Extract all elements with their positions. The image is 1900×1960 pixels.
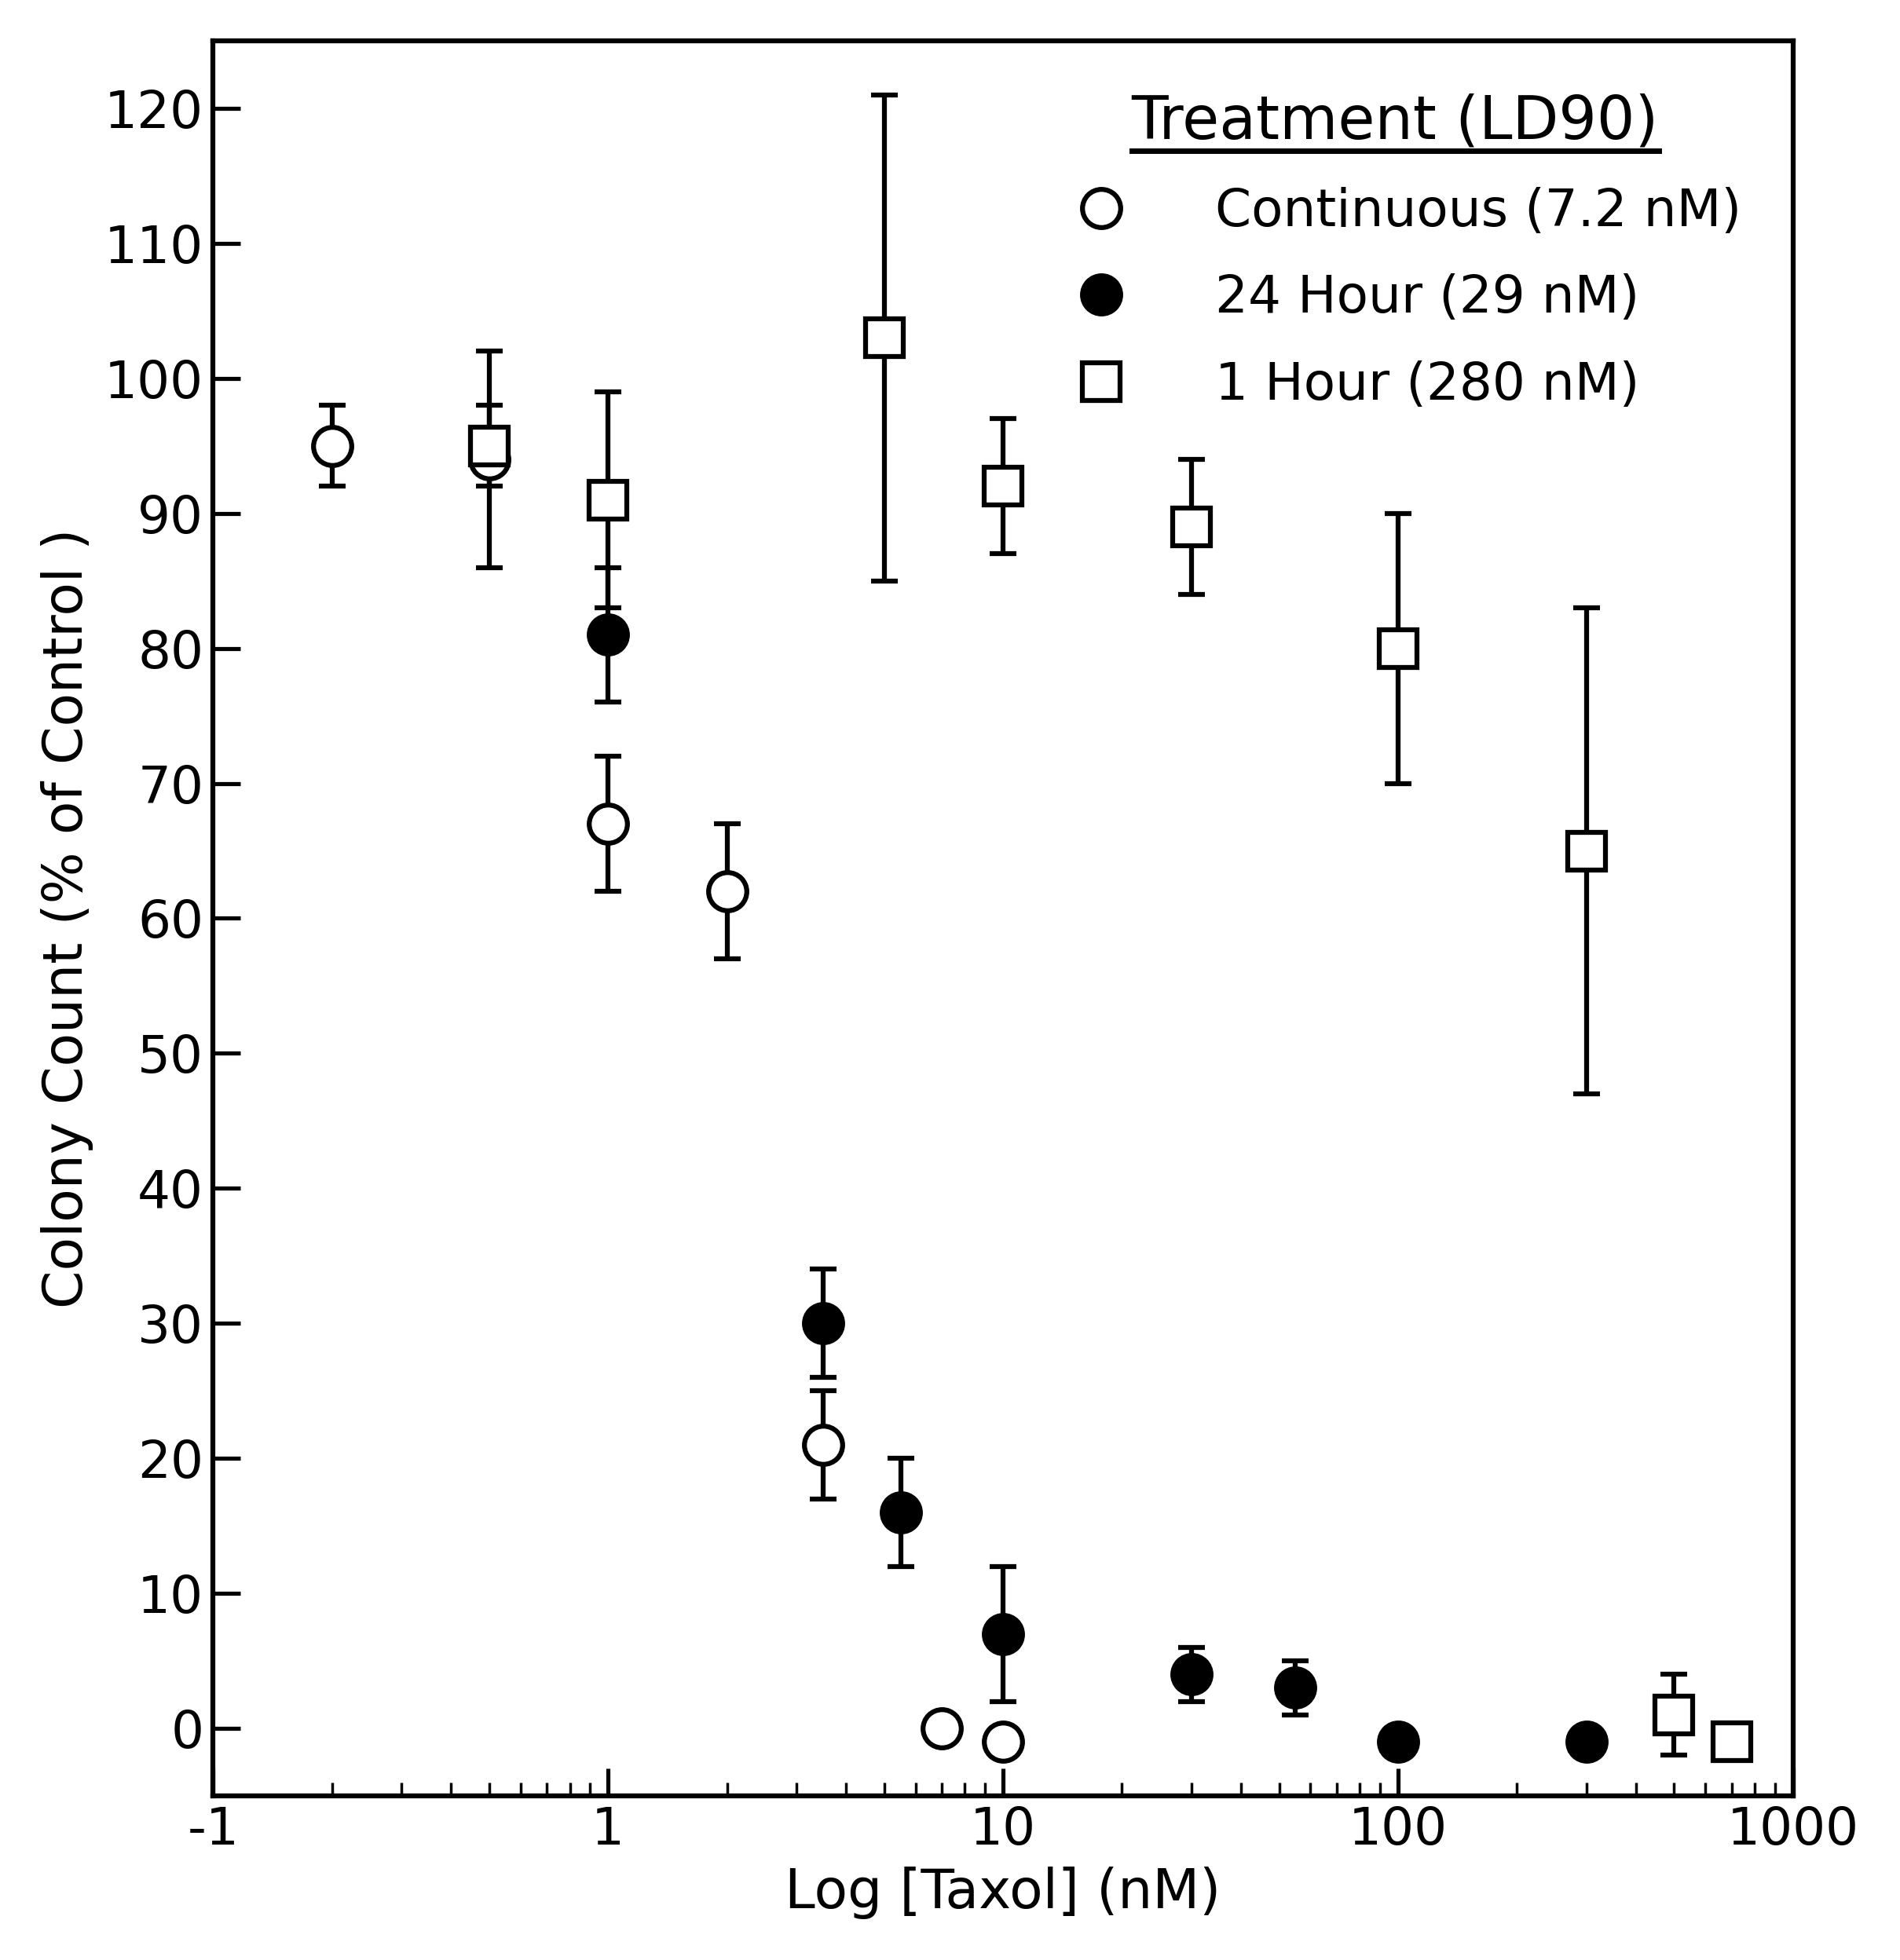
Legend: Continuous (7.2 nM), 24 Hour (29 nM), 1 Hour (280 nM): Continuous (7.2 nM), 24 Hour (29 nM), 1 … [1024,67,1767,437]
X-axis label: Log [Taxol] (nM): Log [Taxol] (nM) [785,1866,1222,1919]
Y-axis label: Colony Count (% of Control ): Colony Count (% of Control ) [42,529,93,1309]
